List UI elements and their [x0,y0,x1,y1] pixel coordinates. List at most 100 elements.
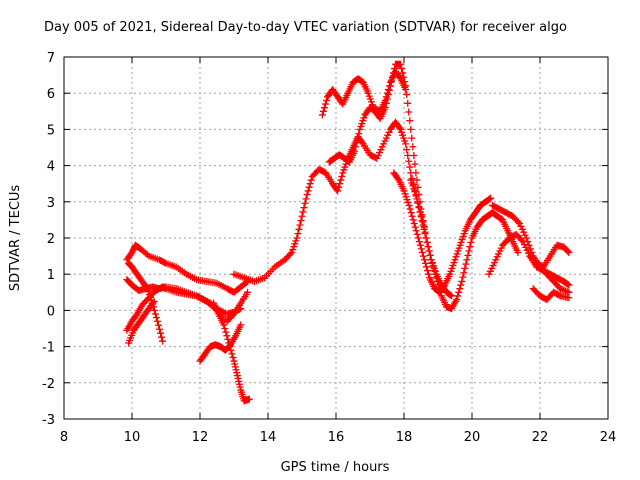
data-point [401,78,409,86]
data-point [526,245,534,253]
data-point [432,274,440,282]
data-point [414,183,422,191]
data-point [244,288,252,296]
data-point [459,273,467,281]
data-point [416,241,424,249]
data-point [385,86,393,94]
data-point [301,199,309,207]
data-point [414,234,422,242]
data-point [456,285,464,293]
y-tick-label: 1 [47,268,55,283]
data-point [564,280,572,288]
data-point [156,325,164,333]
data-point [158,333,166,341]
data-point [514,248,522,256]
data-point [565,281,573,289]
data-point [407,209,415,217]
data-point [466,243,474,251]
series-track-7 [210,299,253,405]
data-point [420,256,428,264]
data-point [157,329,165,337]
data-point [420,225,428,233]
data-point [410,151,418,159]
data-point [416,208,424,216]
data-point [237,321,245,329]
data-point [407,125,415,133]
data-point [405,157,413,165]
data-point [408,134,416,142]
data-point [222,328,230,336]
data-point [421,259,429,267]
data-point [353,138,361,146]
data-point [245,395,253,403]
data-point [409,143,417,151]
data-point [382,99,390,107]
data-point [434,281,442,289]
data-point [405,201,413,209]
y-tick-label: 7 [47,51,55,66]
data-point [394,175,402,183]
data-point [159,337,167,345]
data-point [235,305,243,313]
data-point [336,180,344,188]
data-point [296,221,304,229]
data-point [229,353,237,361]
data-point [142,283,150,291]
data-point [154,317,161,325]
data-point [237,305,245,313]
data-point [465,247,473,255]
series-track-16 [526,241,573,271]
data-point [418,217,426,225]
x-tick-label: 12 [192,430,209,445]
data-point [422,234,430,242]
data-point [389,69,397,77]
data-point [387,78,395,86]
data-point [299,208,307,216]
data-point [390,65,398,73]
data-point [220,321,228,329]
data-point [412,169,420,177]
data-point [564,247,572,255]
data-point [295,225,303,233]
data-point [486,195,494,203]
data-point [286,250,294,258]
data-point [467,238,475,246]
data-point [430,267,438,275]
x-tick-label: 20 [464,430,481,445]
data-point [487,194,495,202]
x-tick-label: 10 [124,430,141,445]
data-point [306,180,314,188]
data-point [440,283,448,291]
data-point [415,238,423,246]
y-tick-label: -3 [42,413,55,428]
data-point [421,230,429,238]
data-point [424,243,432,251]
data-point [305,183,313,191]
data-point [402,140,410,148]
data-point [457,281,465,289]
data-point [355,130,363,138]
data-point [352,143,360,151]
data-point [424,270,432,278]
chart-title: Day 005 of 2021, Sidereal Day-to-day VTE… [44,20,567,35]
data-point [338,172,346,180]
data-point [414,199,422,207]
data-point [413,195,421,203]
data-point [422,263,430,271]
data-point [405,108,413,116]
data-point [151,310,159,318]
data-point [224,335,232,343]
y-axis-label: SDTVAR / TECUs [8,185,23,292]
data-point [384,91,392,99]
data-point [412,191,420,199]
data-point [226,343,234,351]
data-point [411,160,419,168]
series-track-6 [196,321,245,365]
data-point [418,248,426,256]
data-point [565,294,573,302]
x-tick-label: 16 [328,430,345,445]
y-tick-label: -1 [42,341,55,356]
x-tick-label: 24 [600,430,617,445]
series-track-11 [390,169,495,296]
data-point [307,176,315,184]
